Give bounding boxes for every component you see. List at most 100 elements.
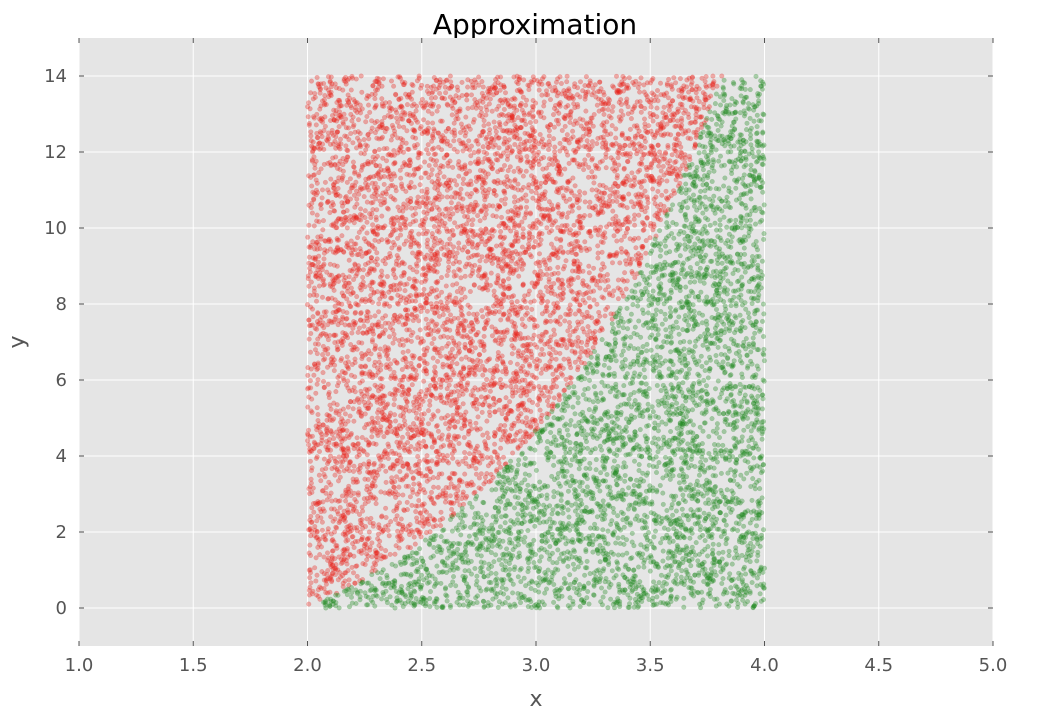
red-point xyxy=(459,79,465,85)
red-point xyxy=(313,298,320,304)
red-point xyxy=(320,352,326,358)
red-point xyxy=(370,83,376,89)
red-point xyxy=(311,190,317,196)
red-point xyxy=(411,534,417,540)
red-point xyxy=(454,84,460,90)
red-point xyxy=(519,117,525,124)
red-point xyxy=(644,215,650,221)
red-point xyxy=(572,118,578,124)
red-point xyxy=(595,232,601,238)
red-point xyxy=(689,79,695,85)
red-point xyxy=(538,370,544,376)
red-point xyxy=(545,81,551,87)
red-point xyxy=(443,303,449,310)
red-point xyxy=(424,292,430,298)
red-point xyxy=(372,237,378,243)
red-point xyxy=(394,115,400,121)
red-point xyxy=(507,127,513,133)
red-point xyxy=(308,304,314,310)
red-point xyxy=(644,94,650,100)
red-point xyxy=(647,80,654,86)
red-point xyxy=(495,157,501,163)
red-point xyxy=(585,152,592,158)
red-point xyxy=(324,447,330,453)
red-point xyxy=(397,225,403,231)
red-point xyxy=(679,89,685,95)
red-point xyxy=(451,273,457,279)
red-point xyxy=(457,370,463,376)
red-point xyxy=(513,233,519,240)
red-point xyxy=(331,539,337,545)
red-point xyxy=(492,449,498,455)
red-point xyxy=(308,78,315,84)
red-point xyxy=(325,160,331,166)
red-point xyxy=(483,239,489,245)
red-point xyxy=(610,208,616,214)
red-point xyxy=(434,422,440,429)
red-point xyxy=(591,297,597,303)
red-point xyxy=(330,354,336,360)
red-point xyxy=(397,477,403,483)
red-point xyxy=(572,149,578,156)
red-point xyxy=(311,509,317,515)
red-point xyxy=(388,287,394,293)
red-point xyxy=(415,166,421,172)
red-point xyxy=(373,549,379,556)
red-point xyxy=(489,260,495,266)
red-point xyxy=(416,362,422,368)
red-point xyxy=(571,261,577,267)
red-point xyxy=(315,501,321,507)
red-point xyxy=(465,84,471,90)
red-point xyxy=(497,397,503,403)
red-point xyxy=(454,182,460,188)
red-point xyxy=(341,450,347,456)
red-point xyxy=(398,455,404,461)
red-point xyxy=(384,205,390,211)
red-point xyxy=(419,502,425,508)
red-point xyxy=(548,334,554,340)
red-point xyxy=(625,111,631,117)
red-point xyxy=(366,356,372,362)
red-point xyxy=(490,370,496,376)
red-point xyxy=(526,316,532,322)
red-point xyxy=(638,75,644,81)
red-point xyxy=(354,454,360,460)
red-point xyxy=(456,137,462,143)
red-point xyxy=(637,99,643,105)
red-point xyxy=(411,376,417,382)
red-point xyxy=(393,91,399,97)
red-point xyxy=(572,183,578,189)
red-point xyxy=(483,258,489,264)
red-point xyxy=(480,314,486,320)
red-point xyxy=(669,112,675,118)
red-point xyxy=(630,237,636,243)
red-point xyxy=(364,329,370,335)
red-point xyxy=(644,215,650,221)
red-point xyxy=(586,126,592,132)
red-point xyxy=(557,148,563,154)
red-point xyxy=(483,226,489,232)
red-point xyxy=(678,115,685,121)
red-point xyxy=(413,462,420,468)
red-point xyxy=(330,202,336,208)
red-point xyxy=(369,242,375,248)
red-point xyxy=(487,356,493,362)
red-point xyxy=(564,73,570,79)
red-point xyxy=(673,142,679,148)
red-point xyxy=(414,519,420,525)
red-point xyxy=(365,326,371,333)
red-point xyxy=(398,529,404,535)
red-point xyxy=(651,158,658,164)
red-point xyxy=(417,340,424,346)
red-point xyxy=(342,411,348,417)
red-point xyxy=(321,554,327,560)
red-point xyxy=(539,136,545,142)
red-point xyxy=(351,544,357,551)
red-point xyxy=(422,393,429,400)
red-point xyxy=(430,264,436,270)
red-point xyxy=(570,277,576,283)
red-point xyxy=(457,191,463,197)
red-point xyxy=(498,437,504,443)
red-point xyxy=(433,300,440,306)
red-point xyxy=(333,497,339,503)
